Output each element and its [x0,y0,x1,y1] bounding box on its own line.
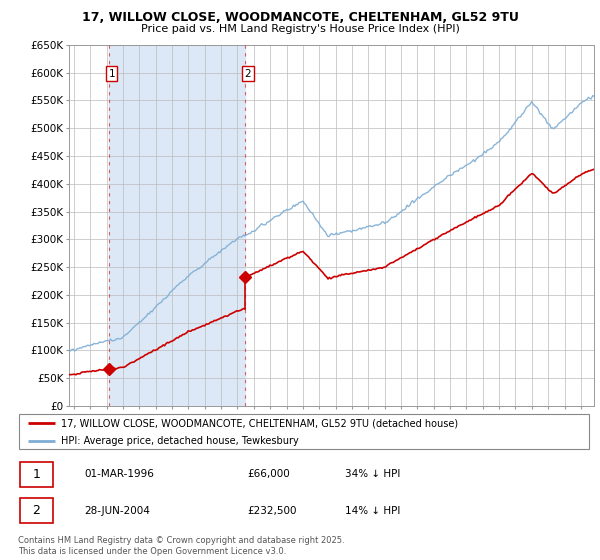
Text: 34% ↓ HPI: 34% ↓ HPI [344,469,400,479]
Text: 2: 2 [245,69,251,79]
Text: 1: 1 [32,468,40,481]
Text: 17, WILLOW CLOSE, WOODMANCOTE, CHELTENHAM, GL52 9TU: 17, WILLOW CLOSE, WOODMANCOTE, CHELTENHA… [82,11,518,24]
Text: Price paid vs. HM Land Registry's House Price Index (HPI): Price paid vs. HM Land Registry's House … [140,24,460,34]
Bar [20,461,53,487]
Text: Contains HM Land Registry data © Crown copyright and database right 2025.
This d: Contains HM Land Registry data © Crown c… [18,536,344,556]
Text: HPI: Average price, detached house, Tewkesbury: HPI: Average price, detached house, Tewk… [61,436,299,446]
Bar [20,498,53,523]
Text: 1: 1 [109,69,115,79]
Text: 17, WILLOW CLOSE, WOODMANCOTE, CHELTENHAM, GL52 9TU (detached house): 17, WILLOW CLOSE, WOODMANCOTE, CHELTENHA… [61,418,458,428]
Text: 14% ↓ HPI: 14% ↓ HPI [344,506,400,516]
Text: 01-MAR-1996: 01-MAR-1996 [84,469,154,479]
Text: £66,000: £66,000 [247,469,290,479]
Text: 2: 2 [32,504,40,517]
Text: 28-JUN-2004: 28-JUN-2004 [84,506,150,516]
Bar [109,45,245,406]
Text: £232,500: £232,500 [247,506,297,516]
